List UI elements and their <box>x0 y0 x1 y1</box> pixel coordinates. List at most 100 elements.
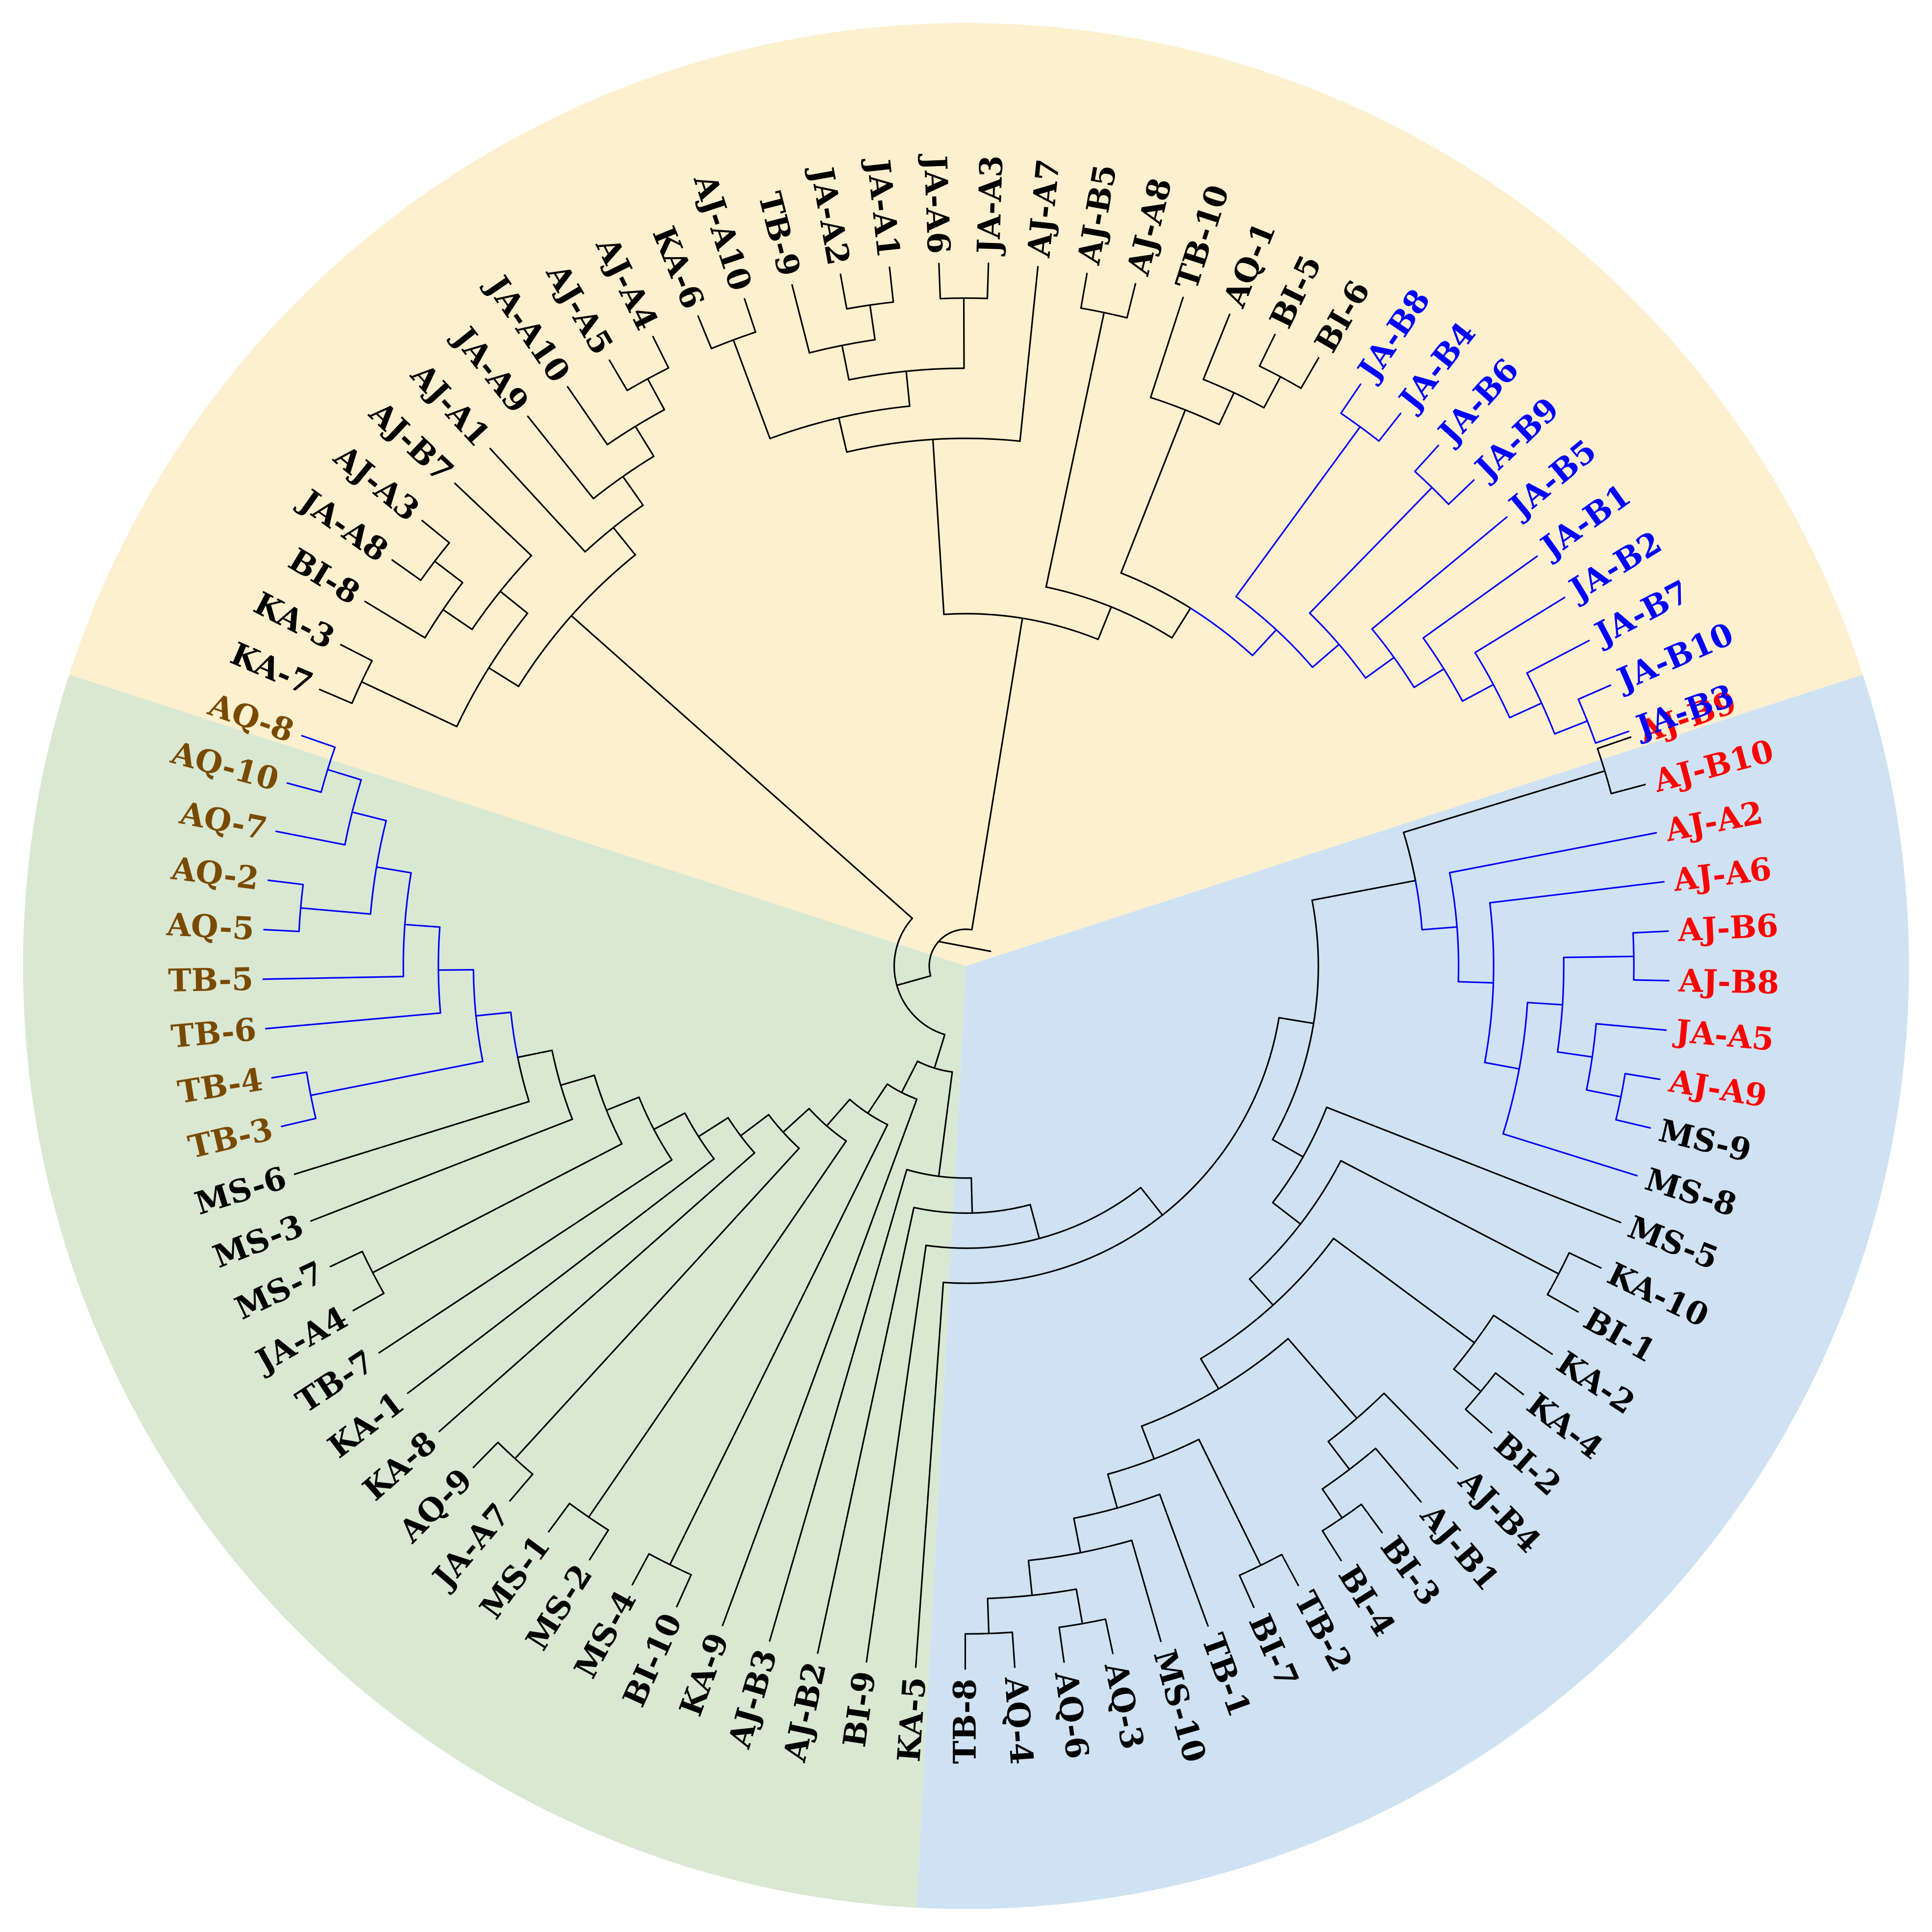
branch-segment <box>514 1147 800 1460</box>
branch-segment <box>1120 409 1186 574</box>
branch-segment <box>1421 926 1458 931</box>
leaf-branch <box>293 1101 530 1175</box>
leaf-branch <box>697 315 712 350</box>
branch-arc <box>1162 1017 1280 1216</box>
branch-segment <box>732 339 771 439</box>
leaf-branch <box>1202 314 1231 381</box>
branch-segment <box>938 1071 953 1177</box>
branch-arc <box>1276 629 1313 668</box>
branch-segment <box>1272 1138 1304 1158</box>
branch-arc <box>1518 1002 1528 1069</box>
leaf-branch <box>986 263 990 299</box>
sector-yellow <box>69 23 1863 966</box>
branch-segment <box>1509 702 1543 719</box>
leaf-branch <box>438 1152 755 1432</box>
branch-segment <box>900 1060 918 1093</box>
branch-arc <box>1022 617 1099 640</box>
branch-segment <box>605 1096 640 1111</box>
leaf-branch <box>509 1473 533 1502</box>
branch-arc <box>933 437 1020 442</box>
branch-segment <box>1045 312 1105 588</box>
branch-arc <box>938 928 972 942</box>
leaf-branch <box>391 559 422 581</box>
leaf-branch <box>1080 272 1088 309</box>
branch-arc <box>972 1204 1031 1214</box>
leaf-label-ja-a5: JA-A5 <box>1672 1013 1776 1058</box>
leaf-branch <box>1258 334 1276 367</box>
branch-segment <box>442 608 473 630</box>
branch-arc <box>1039 1187 1141 1239</box>
leaf-branch <box>676 1574 692 1608</box>
leaf-branch <box>1474 597 1566 653</box>
leaf-branch <box>454 483 532 556</box>
leaf-branch <box>1159 1493 1209 1627</box>
branch-arc <box>1300 1160 1342 1225</box>
leaf-branch <box>263 929 300 933</box>
leaf-branch <box>1615 1119 1651 1129</box>
sector-green <box>23 675 966 1908</box>
branch-segment <box>782 1108 810 1133</box>
leaf-branch <box>281 1117 317 1128</box>
leaf-branch <box>866 1244 927 1663</box>
branch-segment <box>838 417 848 453</box>
branch-arc <box>1456 927 1460 982</box>
branch-segment <box>869 304 876 341</box>
branch-segment <box>361 681 458 727</box>
branch-segment <box>1107 1473 1118 1509</box>
branch-arc <box>1311 900 1319 1024</box>
tree-branches <box>262 263 1670 1670</box>
branch-segment <box>1461 683 1495 702</box>
root-stem <box>938 941 991 952</box>
leaf-branch <box>1493 1314 1553 1355</box>
branch-arc <box>456 667 490 727</box>
leaf-branch <box>1371 516 1508 630</box>
branch-arc <box>1502 1068 1520 1135</box>
leaf-branch <box>1449 832 1657 874</box>
branch-segment <box>1140 1186 1163 1216</box>
leaf-branch <box>1546 1294 1579 1313</box>
leaf-branch <box>1011 1631 1016 1668</box>
branch-arc <box>1249 1223 1302 1280</box>
branch-segment <box>499 590 529 614</box>
branch-arc <box>1111 606 1173 639</box>
branch-arc <box>1489 902 1495 983</box>
leaf-branch <box>744 298 757 333</box>
leaf-branch <box>769 1169 908 1642</box>
branch-segment <box>1200 1358 1220 1390</box>
branch-segment <box>933 1034 946 1069</box>
leaf-branch <box>791 284 810 354</box>
branch-segment <box>327 769 362 781</box>
leaf-branch <box>265 1012 441 1030</box>
branch-segment <box>1484 1062 1520 1070</box>
leaf-label-ja-a6: JA-A6 <box>917 152 957 254</box>
branch-segment <box>1457 981 1495 984</box>
branch-segment <box>1402 770 1606 833</box>
branch-segment <box>1586 1089 1622 1098</box>
branch-segment <box>1272 1202 1302 1225</box>
branch-arc <box>838 405 910 419</box>
leaf-branch <box>608 359 628 391</box>
branch-segment <box>588 1140 847 1518</box>
leaf-branch <box>262 975 405 980</box>
branch-segment <box>1073 1517 1082 1554</box>
branch-segment <box>1563 955 1635 959</box>
branch-segment <box>1311 643 1340 668</box>
branch-arc <box>848 370 907 381</box>
branch-arc <box>1302 1107 1328 1158</box>
branch-segment <box>1235 426 1361 598</box>
leaf-label-tb-5: TB-5 <box>168 961 254 999</box>
leaf-branch <box>330 1251 363 1268</box>
sector-blue <box>917 675 1909 1909</box>
leaf-branch <box>548 1502 571 1533</box>
leaf-branch <box>588 1529 609 1561</box>
branch-segment <box>1554 720 1588 735</box>
leaf-branch <box>567 386 608 446</box>
branch-segment <box>896 975 932 987</box>
branch-arc <box>846 438 933 453</box>
branch-segment <box>1365 656 1395 679</box>
leaf-branch <box>938 263 942 300</box>
leaf-branch <box>1595 1023 1667 1031</box>
leaf-branch <box>421 520 450 544</box>
branch-arc <box>914 1207 972 1214</box>
branch-segment <box>1287 1338 1358 1419</box>
